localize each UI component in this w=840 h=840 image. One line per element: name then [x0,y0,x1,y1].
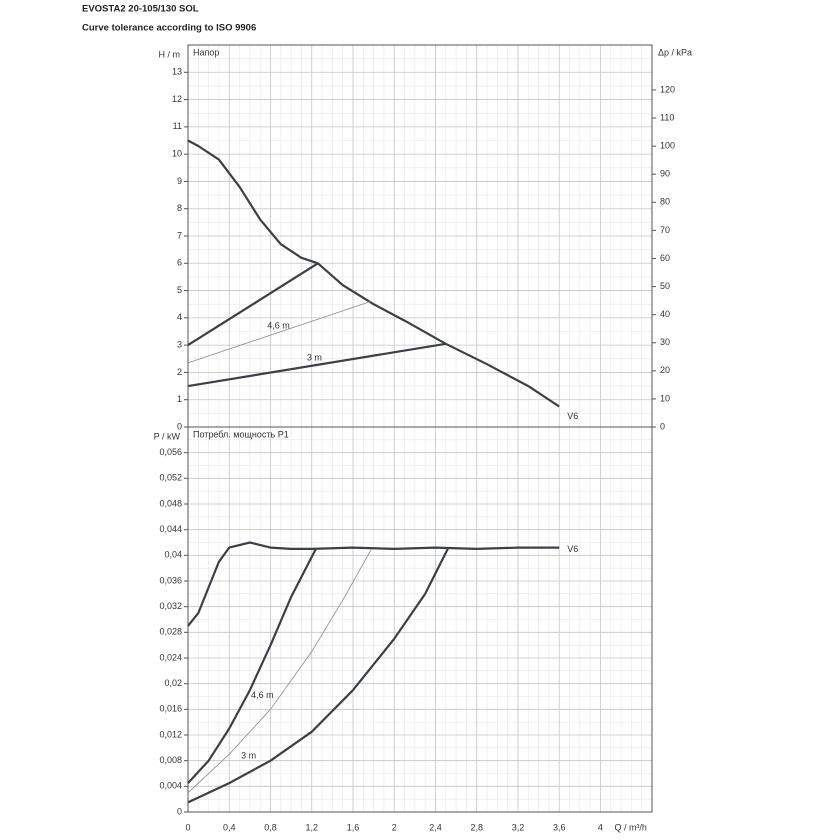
y2-tick-label: 120 [660,84,675,94]
y-tick-label: 0,016 [159,704,182,714]
y2-tick-label: 40 [660,309,670,319]
y-tick-label: 0,052 [159,473,182,483]
y-tick-label: 0,008 [159,755,182,765]
y-tick-label: 0,004 [159,781,182,791]
y-tick-label: 8 [177,203,182,213]
y-tick-label: 7 [177,230,182,240]
curve [187,548,317,784]
y2-tick-label: 60 [660,253,670,263]
y-tick-label: 12 [172,94,182,104]
y2-axis-label: Δp / kPa [658,47,692,57]
curve [187,548,449,804]
y-tick-label: 0,024 [159,652,182,662]
x-tick-label: 0,8 [264,822,277,832]
curve [187,342,446,388]
x-axis-label: Q / m³/h [614,822,647,832]
y-tick-label: 0 [177,421,182,431]
y-tick-label: 0,012 [159,729,182,739]
curve [187,301,371,364]
series-label: 4,6 m [267,321,290,331]
y-tick-label: 0,044 [159,524,182,534]
y2-tick-label: 10 [660,393,670,403]
y2-tick-label: 50 [660,281,670,291]
y-axis-label: H / m [159,49,181,59]
y2-tick-label: 20 [660,365,670,375]
series-label: V6 [567,544,578,554]
series-label: 3 m [241,751,256,761]
y-tick-label: 0,056 [159,447,182,457]
x-tick-label: 1,6 [347,822,360,832]
series-label: V6 [567,411,578,421]
y2-tick-label: 110 [660,112,674,122]
x-tick-label: 4 [598,822,603,832]
y-tick-label: 5 [177,285,182,295]
y-tick-label: 6 [177,258,182,268]
x-tick-label: 2 [392,822,397,832]
annotation: Напор [193,47,219,57]
y-tick-label: 13 [172,67,182,77]
y-tick-label: 0,032 [159,601,182,611]
chart-title: EVOSTA2 20-105/130 SOL [82,4,199,15]
x-tick-label: 3,6 [553,822,566,832]
curve [187,548,372,794]
x-tick-label: 0,4 [223,822,236,832]
y-tick-label: 4 [177,312,182,322]
y2-tick-label: 70 [660,225,670,235]
plot-frame [187,426,653,813]
y-tick-label: 2 [177,367,182,377]
curve [187,541,560,627]
series-label: 4,6 m [251,690,274,700]
curve [187,262,319,347]
x-tick-label: 2,4 [429,822,442,832]
y2-tick-label: 0 [660,421,665,431]
y-tick-label: 0,04 [164,550,182,560]
y-tick-label: 11 [173,121,182,131]
y-tick-label: 10 [172,149,182,159]
chart-subtitle: Curve tolerance according to ISO 9906 [82,23,256,34]
y-axis-label: P / kW [154,431,181,441]
series-label: 3 m [307,352,322,362]
x-tick-label: 0 [185,822,190,832]
annotation: Потребл. мощность P1 [193,429,289,439]
x-tick-label: 1,2 [305,822,318,832]
y2-tick-label: 100 [660,140,675,150]
y2-tick-label: 30 [660,337,670,347]
y2-tick-label: 90 [660,169,670,179]
y-tick-label: 9 [177,176,182,186]
x-tick-label: 2,8 [470,822,483,832]
x-tick-label: 3,2 [512,822,525,832]
y-tick-label: 3 [177,340,182,350]
y-tick-label: 0,02 [164,678,182,688]
y-tick-label: 0 [177,806,182,816]
y-tick-label: 0,036 [159,575,182,585]
y2-tick-label: 80 [660,197,670,207]
y-tick-label: 1 [177,394,182,404]
y-tick-label: 0,048 [159,498,182,508]
y-tick-label: 0,028 [159,627,182,637]
